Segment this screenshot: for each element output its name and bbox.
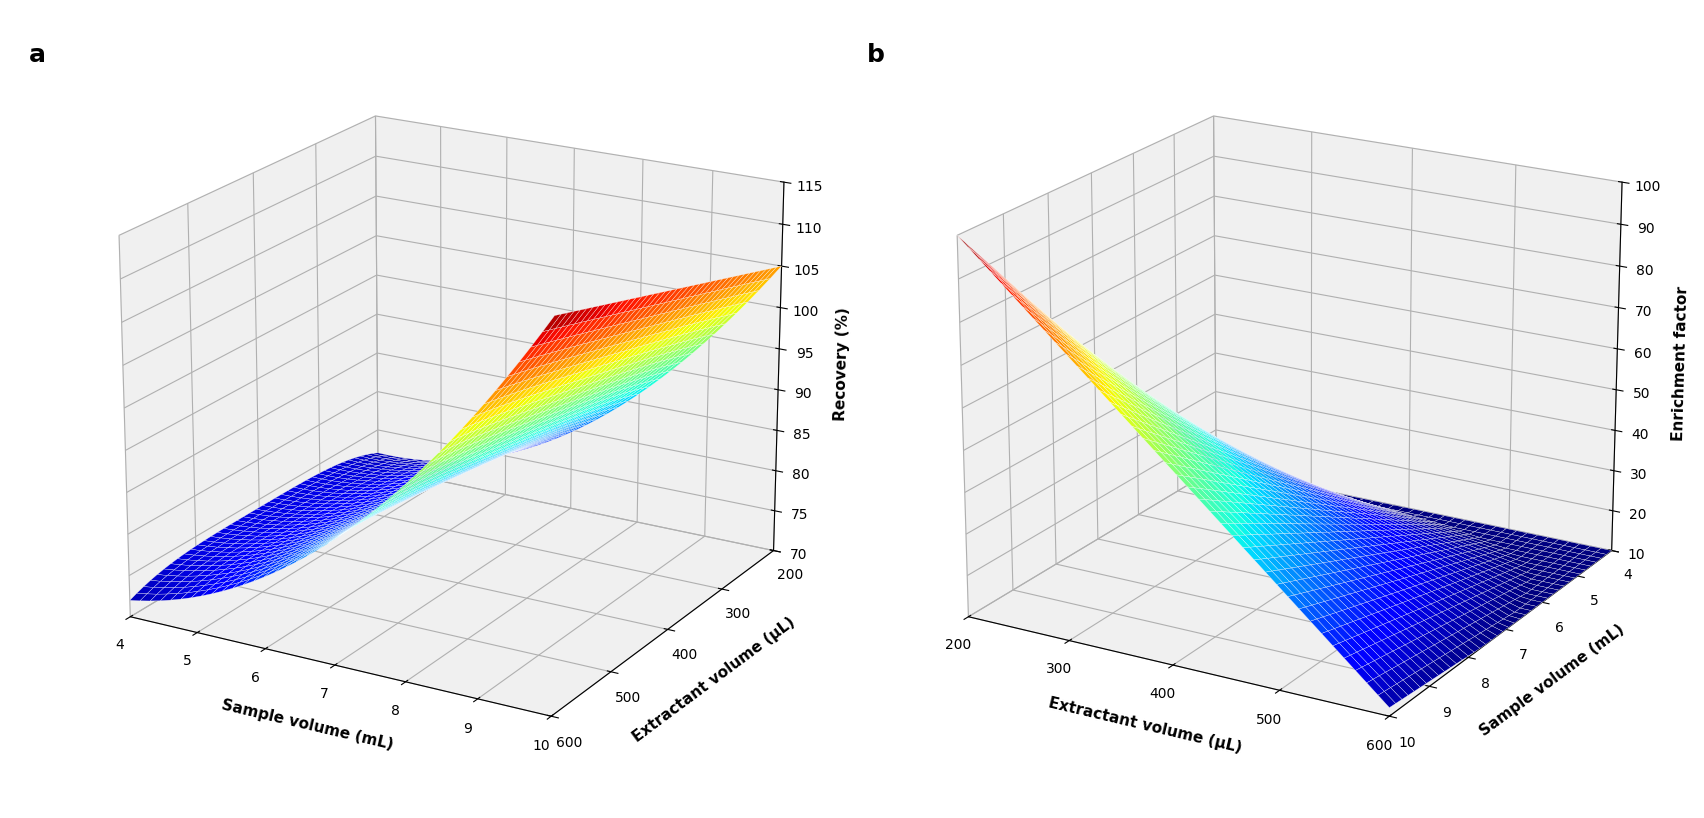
- X-axis label: Extractant volume (μL): Extractant volume (μL): [1046, 695, 1244, 755]
- Text: b: b: [867, 43, 884, 67]
- Y-axis label: Sample volume (mL): Sample volume (mL): [1477, 622, 1627, 739]
- Y-axis label: Extractant volume (μL): Extractant volume (μL): [630, 615, 797, 745]
- X-axis label: Sample volume (mL): Sample volume (mL): [220, 698, 394, 753]
- Text: a: a: [29, 43, 46, 67]
